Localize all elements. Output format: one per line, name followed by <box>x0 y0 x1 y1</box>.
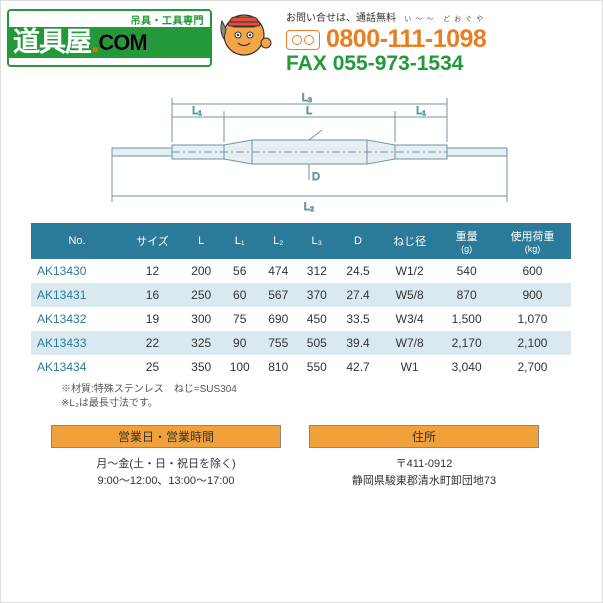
cell: 474 <box>259 259 298 283</box>
hours-line2: 9:00～12:00、13:00～17:00 <box>53 473 279 490</box>
hours-line1: 月～金(土・日・祝日を除く) <box>53 456 279 473</box>
col-6: D <box>336 223 380 259</box>
cell: AK13432 <box>31 307 123 331</box>
business-hours-heading: 営業日・営業時間 <box>51 425 281 448</box>
cell: 90 <box>220 331 259 355</box>
table-notes: ※材質:特殊ステンレス ねじ=SUS304※L₂は最長寸法です。 <box>61 383 571 411</box>
cell: 24.5 <box>336 259 380 283</box>
col-8: 重量(g) <box>439 223 494 259</box>
cell: 1,070 <box>494 307 571 331</box>
cell: 370 <box>298 283 337 307</box>
contact-label: お問い合せは、通話無料 <box>286 13 396 24</box>
dim-L1-right: L₁ <box>416 105 426 117</box>
cell: 810 <box>259 355 298 379</box>
cell: 39.4 <box>336 331 380 355</box>
cell: 25 <box>123 355 182 379</box>
cell: W1/2 <box>380 259 439 283</box>
col-4: L₂ <box>259 223 298 259</box>
site-logo: 吊具・工具専門 道具屋.COM <box>7 9 212 67</box>
cell: AK13434 <box>31 355 123 379</box>
product-diagram: L₃ L₁ L L₁ <box>52 90 552 215</box>
table-row: AK134342535010081055042.7W13,0402,700 <box>31 355 571 379</box>
logo-main: 道具屋.COM <box>9 27 210 58</box>
dim-D: D <box>312 171 320 183</box>
cell: 300 <box>182 307 221 331</box>
phone-ruby: い～～ どおぐや <box>404 16 487 23</box>
cell: 2,170 <box>439 331 494 355</box>
cell: W1 <box>380 355 439 379</box>
cell: 350 <box>182 355 221 379</box>
fax-number: 055-973-1534 <box>333 52 464 75</box>
cell: 16 <box>123 283 182 307</box>
table-row: AK13433223259075550539.4W7/82,1702,100 <box>31 331 571 355</box>
mascot-icon <box>216 9 274 67</box>
cell: 900 <box>494 283 571 307</box>
note-line: ※L₂は最長寸法です。 <box>61 397 571 411</box>
cell: 100 <box>220 355 259 379</box>
col-1: サイズ <box>123 223 182 259</box>
cell: 19 <box>123 307 182 331</box>
business-hours-block: 営業日・営業時間 月～金(土・日・祝日を除く) 9:00～12:00、13:00… <box>51 425 281 489</box>
cell: 3,040 <box>439 355 494 379</box>
spec-table-wrap: No.サイズLL₁L₂L₃Dねじ径重量(g)使用荷重(kg) AK1343012… <box>31 223 571 411</box>
cell: 505 <box>298 331 337 355</box>
col-3: L₁ <box>220 223 259 259</box>
address-heading: 住所 <box>309 425 539 448</box>
cell: AK13431 <box>31 283 123 307</box>
cell: 33.5 <box>336 307 380 331</box>
cell: 12 <box>123 259 182 283</box>
table-row: AK13430122005647431224.5W1/2540600 <box>31 259 571 283</box>
cell: 312 <box>298 259 337 283</box>
cell: 870 <box>439 283 494 307</box>
cell: 690 <box>259 307 298 331</box>
cell: AK13430 <box>31 259 123 283</box>
cell: AK13433 <box>31 331 123 355</box>
table-row: AK13432193007569045033.5W3/41,5001,070 <box>31 307 571 331</box>
logo-jp: 道具屋 <box>13 27 91 58</box>
col-0: No. <box>31 223 123 259</box>
cell: 1,500 <box>439 307 494 331</box>
dim-L: L <box>305 105 311 117</box>
cell: 42.7 <box>336 355 380 379</box>
col-9: 使用荷重(kg) <box>494 223 571 259</box>
spec-table: No.サイズLL₁L₂L₃Dねじ径重量(g)使用荷重(kg) AK1343012… <box>31 223 571 379</box>
dim-L2: L₂ <box>303 201 313 213</box>
cell: 56 <box>220 259 259 283</box>
cell: 550 <box>298 355 337 379</box>
phone-number: 0800-111-1098 <box>326 25 486 54</box>
cell: 755 <box>259 331 298 355</box>
cell: 27.4 <box>336 283 380 307</box>
logo-tagline: 吊具・工具専門 <box>9 11 210 27</box>
cell: 2,700 <box>494 355 571 379</box>
cell: 60 <box>220 283 259 307</box>
cell: W5/8 <box>380 283 439 307</box>
cell: 600 <box>494 259 571 283</box>
cell: 450 <box>298 307 337 331</box>
fax-label: FAX <box>286 52 327 75</box>
note-line: ※材質:特殊ステンレス ねじ=SUS304 <box>61 383 571 397</box>
address-block: 住所 〒411-0912 静岡県駿東郡清水町卸団地73 <box>309 425 539 489</box>
table-row: AK13431162506056737027.4W5/8870900 <box>31 283 571 307</box>
col-7: ねじ径 <box>380 223 439 259</box>
contact-block: お問い合せは、通話無料 い～～ どおぐや 0800-111-1098 FAX 0… <box>278 9 596 76</box>
cell: 2,100 <box>494 331 571 355</box>
cell: W3/4 <box>380 307 439 331</box>
addr-line1: 〒411-0912 <box>311 456 537 473</box>
col-2: L <box>182 223 221 259</box>
dim-L3: L₃ <box>301 92 312 104</box>
cell: 250 <box>182 283 221 307</box>
logo-com: COM <box>98 30 146 55</box>
cell: 200 <box>182 259 221 283</box>
col-5: L₃ <box>298 223 337 259</box>
dim-L1-left: L₁ <box>192 105 202 117</box>
cell: 540 <box>439 259 494 283</box>
cell: 22 <box>123 331 182 355</box>
cell: 325 <box>182 331 221 355</box>
freedial-icon <box>286 30 320 50</box>
cell: W7/8 <box>380 331 439 355</box>
cell: 75 <box>220 307 259 331</box>
addr-line2: 静岡県駿東郡清水町卸団地73 <box>311 473 537 490</box>
cell: 567 <box>259 283 298 307</box>
